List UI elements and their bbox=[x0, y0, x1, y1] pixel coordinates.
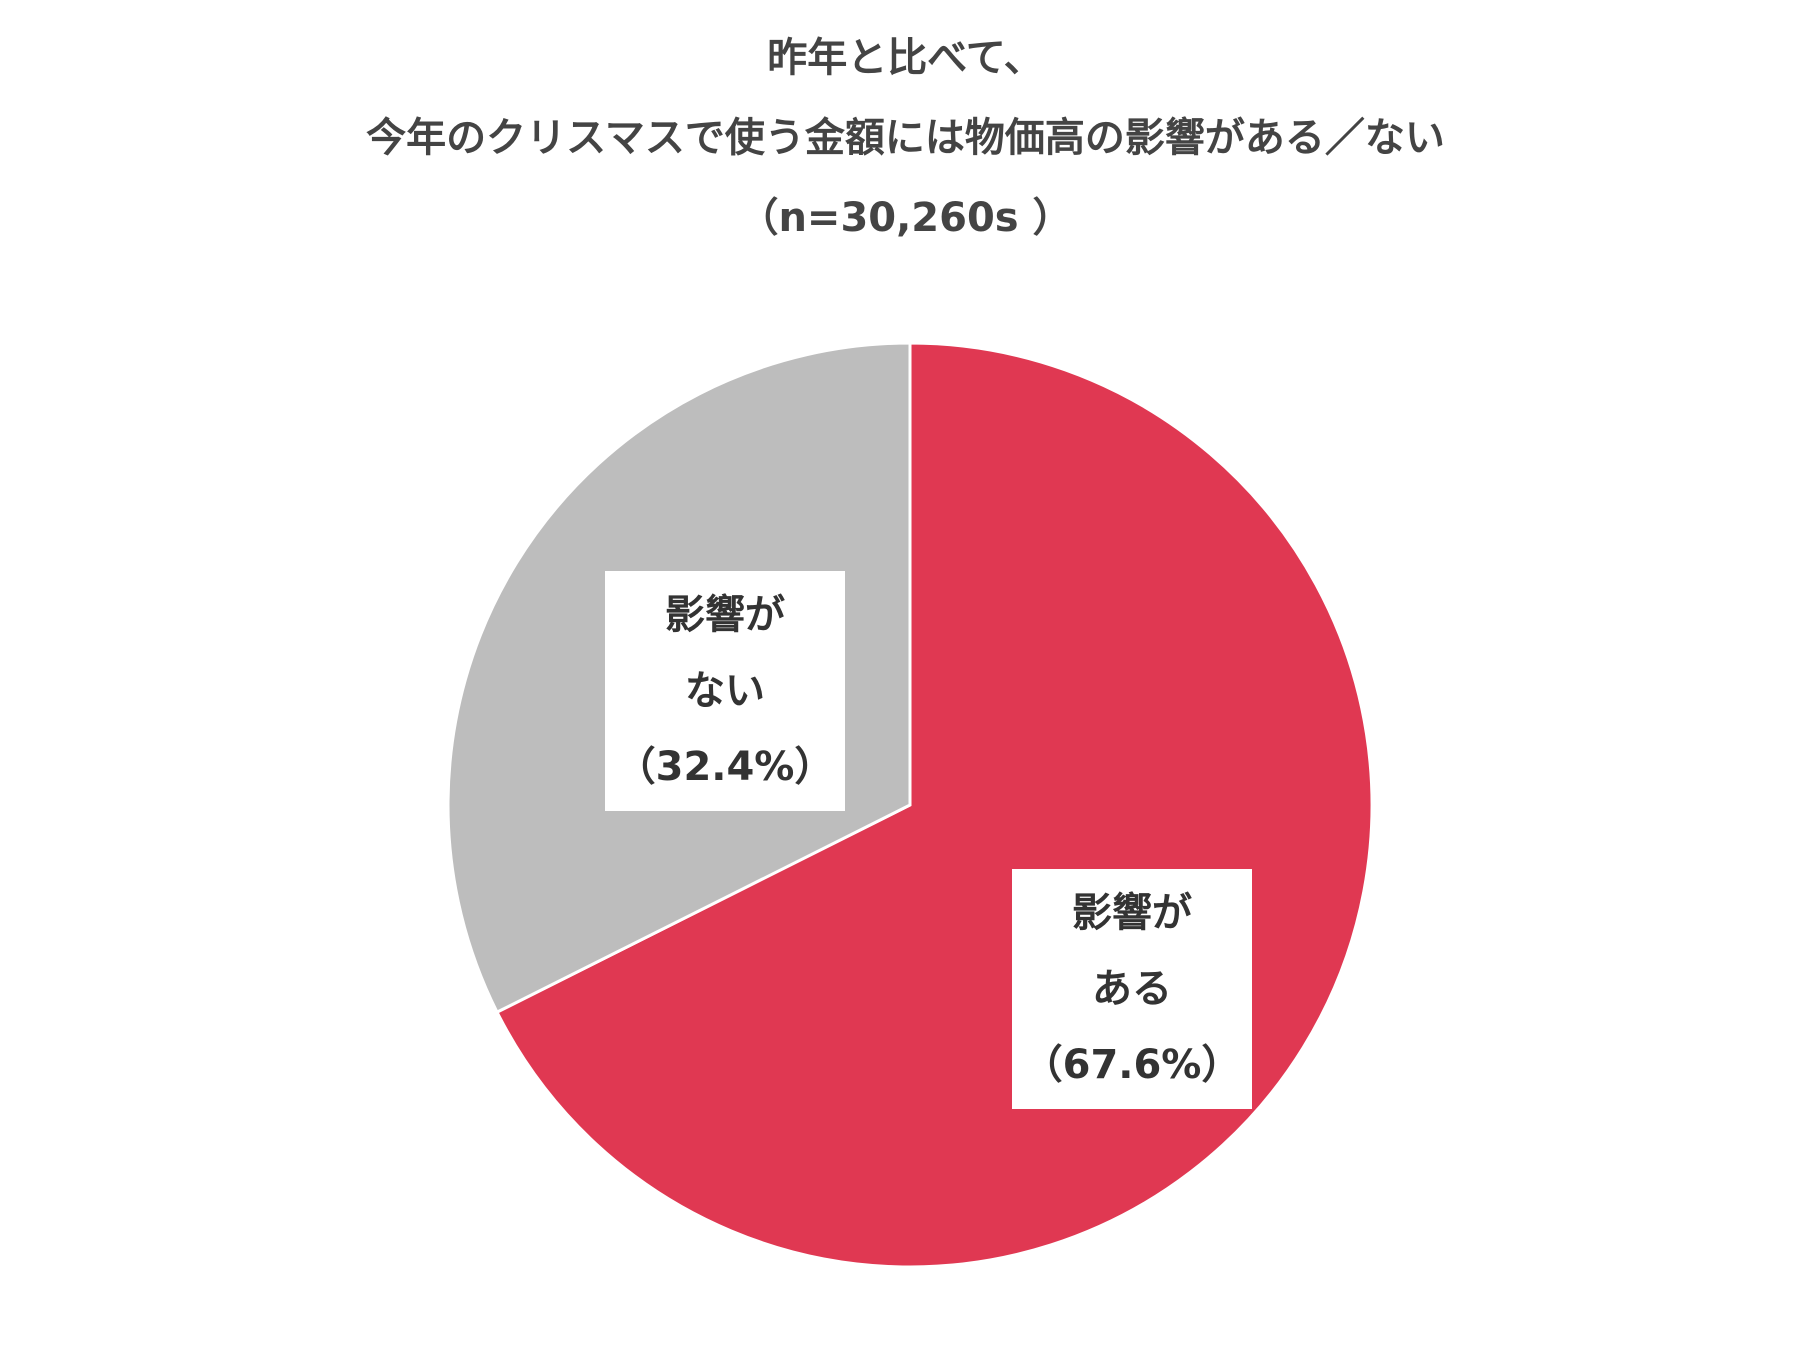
slice-label-aru-line-1: 影響が bbox=[1072, 890, 1192, 936]
slice-label-nai-line-2: ない bbox=[685, 668, 765, 714]
chart-title-line-3: （n=30,260s ） bbox=[738, 195, 1073, 241]
slice-label-aru-value: （67.6%） bbox=[1022, 1042, 1242, 1088]
slice-label-eikyo-ga-aru: 影響が ある （67.6%） bbox=[1012, 869, 1252, 1109]
chart-title-line-1: 昨年と比べて、 bbox=[767, 35, 1044, 81]
slice-label-aru-line-2: ある bbox=[1092, 966, 1172, 1012]
slice-label-eikyo-ga-nai: 影響が ない （32.4%） bbox=[605, 571, 845, 811]
chart-title-line-2: 今年のクリスマスで使う金額には物価高の影響がある／ない bbox=[366, 115, 1445, 161]
chart-title: 昨年と比べて、 今年のクリスマスで使う金額には物価高の影響がある／ない （n=3… bbox=[0, 18, 1811, 258]
slice-label-nai-line-1: 影響が bbox=[665, 592, 785, 638]
slice-label-nai-value: （32.4%） bbox=[615, 744, 835, 790]
